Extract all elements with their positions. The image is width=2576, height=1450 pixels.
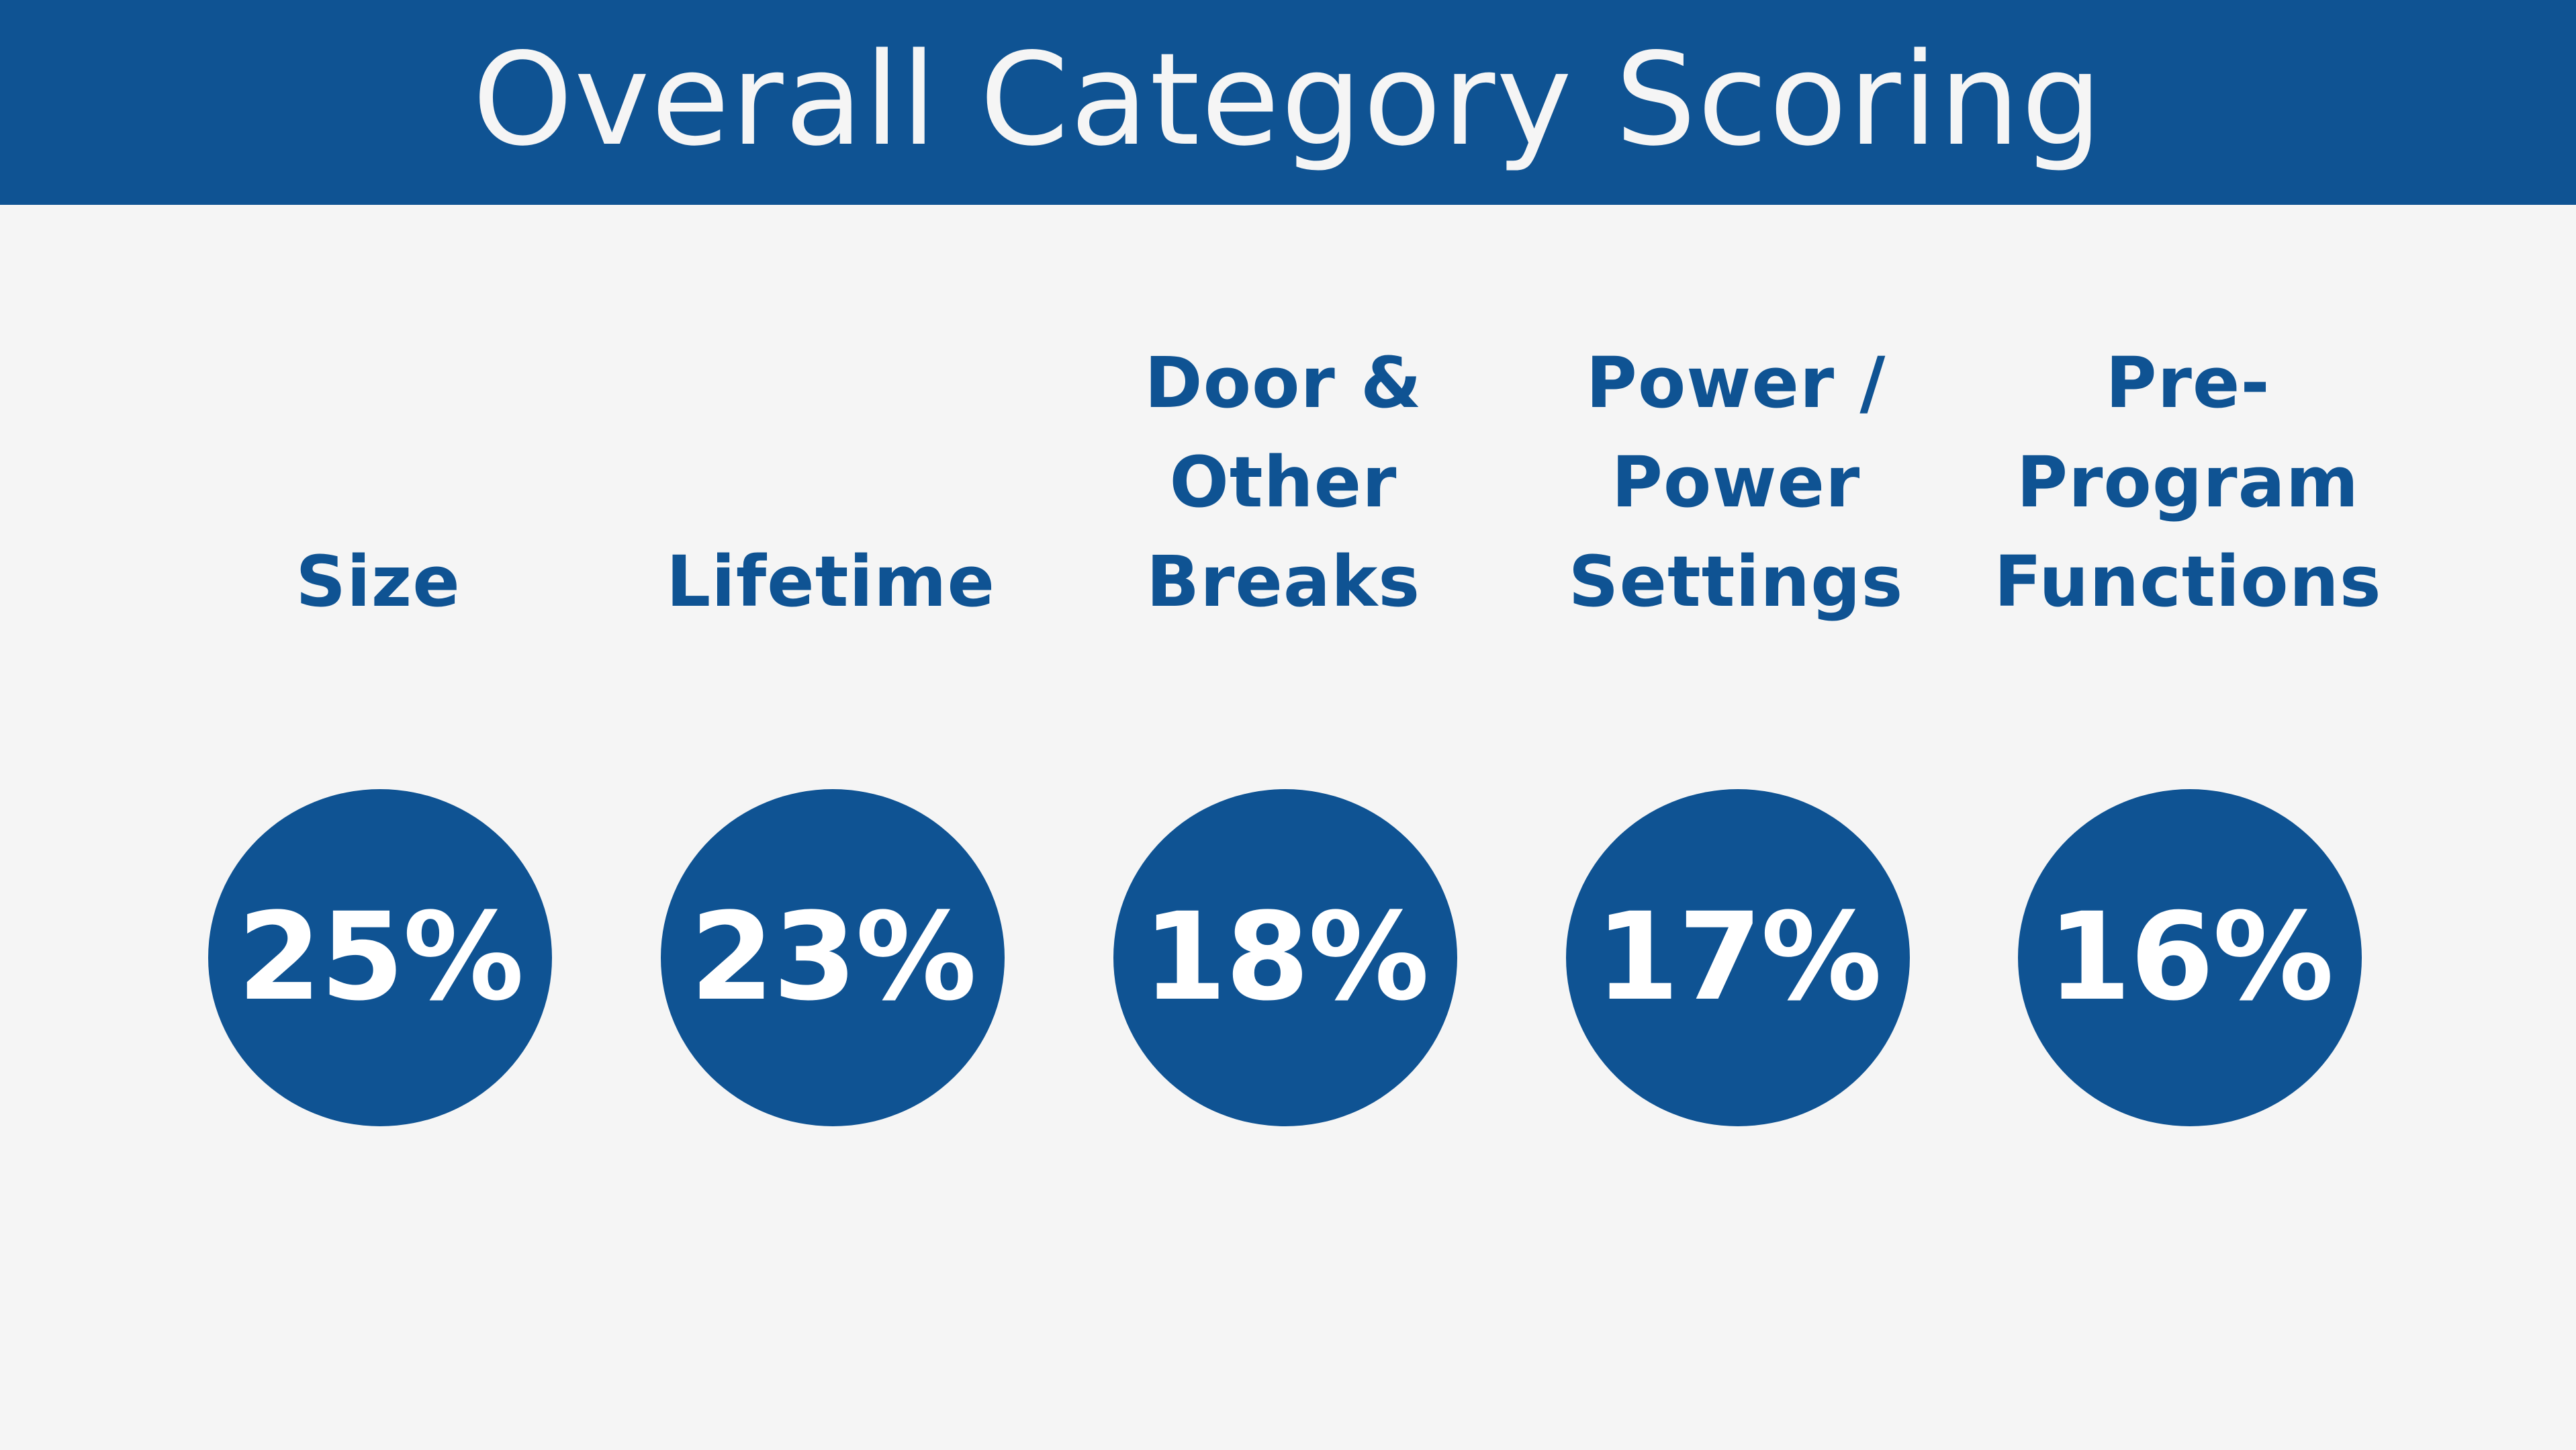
category-label: Size (295, 541, 461, 623)
category-label-box: Power / Power Settings (1534, 329, 1937, 631)
score-percent: 23% (690, 887, 977, 1028)
category-label-box: Lifetime (629, 329, 1032, 631)
score-percent: 25% (237, 887, 524, 1028)
header-banner: Overall Category Scoring (0, 0, 2576, 205)
category-column-power-settings: Power / Power Settings 17% (1534, 0, 1937, 1450)
category-column-door-other-breaks: Door & Other Breaks 18% (1082, 0, 1485, 1450)
score-percent: 17% (1595, 887, 1882, 1028)
score-circle: 16% (2018, 789, 2362, 1126)
score-circle: 18% (1113, 789, 1457, 1126)
score-circle: 17% (1566, 789, 1910, 1126)
category-label-box: Size (177, 329, 580, 631)
category-column-size: Size 25% (177, 0, 580, 1450)
category-label: Door & Other Breaks (1144, 342, 1422, 623)
score-percent: 16% (2047, 887, 2334, 1028)
category-label: Lifetime (666, 541, 995, 623)
page-title: Overall Category Scoring (472, 25, 2104, 174)
category-label: Power / Power Settings (1568, 342, 1904, 623)
category-label-box: Door & Other Breaks (1082, 329, 1485, 631)
category-label-box: Pre- Program Functions (1986, 329, 2389, 631)
category-column-lifetime: Lifetime 23% (629, 0, 1032, 1450)
score-circle: 25% (208, 789, 552, 1126)
category-column-pre-program-functions: Pre- Program Functions 16% (1986, 0, 2389, 1450)
score-circle: 23% (661, 789, 1005, 1126)
score-percent: 18% (1142, 887, 1430, 1028)
category-label: Pre- Program Functions (1994, 342, 2382, 623)
